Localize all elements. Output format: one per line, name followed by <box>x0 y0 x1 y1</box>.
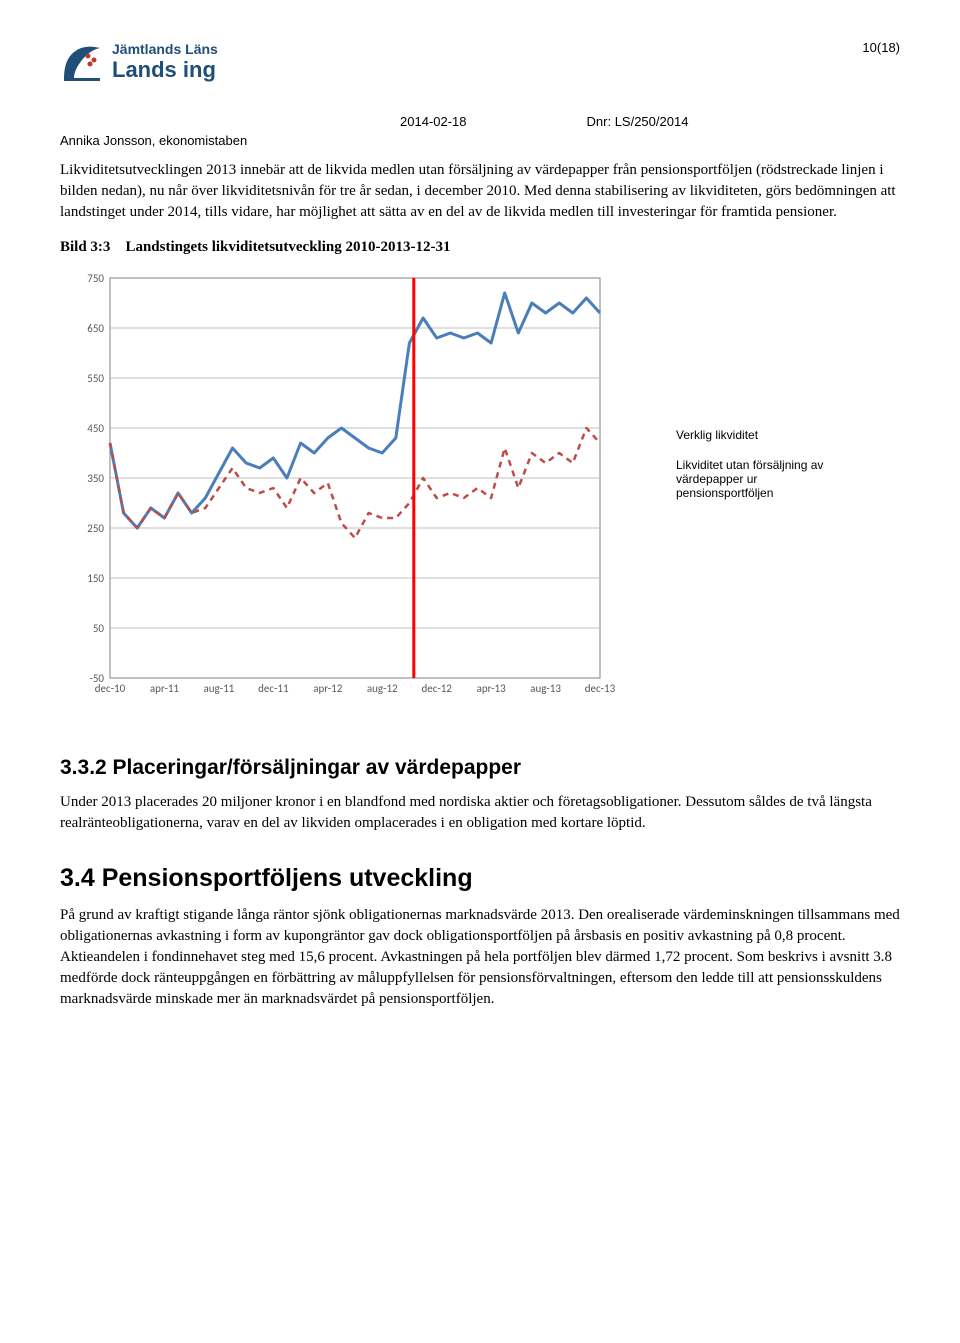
svg-text:50: 50 <box>93 622 105 635</box>
svg-text:dec-12: dec-12 <box>421 682 452 695</box>
svg-text:apr-11: apr-11 <box>150 682 180 695</box>
svg-text:450: 450 <box>87 422 104 435</box>
chart-legend: Verklig likviditet Likviditet utan försä… <box>640 428 840 516</box>
svg-text:250: 250 <box>87 522 104 535</box>
heading-3-3-2: 3.3.2 Placeringar/försäljningar av värde… <box>60 756 900 780</box>
svg-text:150: 150 <box>87 572 104 585</box>
chart-container: -5050150250350450550650750dec-10apr-11au… <box>60 268 900 728</box>
doc-date: 2014-02-18 <box>400 114 467 129</box>
paragraph-intro: Likviditetsutvecklingen 2013 innebär att… <box>60 160 900 223</box>
logo: Jämtlands Läns Lands ing <box>60 40 218 84</box>
logo-icon <box>60 40 104 84</box>
svg-text:dec-11: dec-11 <box>258 682 289 695</box>
line-chart: -5050150250350450550650750dec-10apr-11au… <box>60 268 620 728</box>
svg-text:650: 650 <box>87 322 104 335</box>
svg-text:aug-12: aug-12 <box>367 682 398 695</box>
doc-dnr: Dnr: LS/250/2014 <box>587 114 689 129</box>
page-header: Jämtlands Läns Lands ing 10(18) <box>60 40 900 84</box>
logo-line2: Lands ing <box>112 58 218 82</box>
page-number: 10(18) <box>862 40 900 55</box>
svg-text:350: 350 <box>87 472 104 485</box>
svg-text:aug-13: aug-13 <box>530 682 561 695</box>
legend-item-2: Likviditet utan försäljning av värdepapp… <box>640 458 840 500</box>
heading-3-4: 3.4 Pensionsportföljens utveckling <box>60 864 900 893</box>
legend-item-1: Verklig likviditet <box>640 428 840 442</box>
svg-text:dec-10: dec-10 <box>95 682 126 695</box>
svg-text:apr-12: apr-12 <box>313 682 343 695</box>
figure-caption: Bild 3:3 Landstingets likviditetsutveckl… <box>60 239 900 256</box>
svg-text:dec-13: dec-13 <box>585 682 616 695</box>
logo-line1: Jämtlands Läns <box>112 42 218 57</box>
paragraph-3-4: På grund av kraftigt stigande långa ränt… <box>60 905 900 1010</box>
author: Annika Jonsson, ekonomistaben <box>60 133 900 148</box>
svg-text:550: 550 <box>87 372 104 385</box>
svg-text:750: 750 <box>87 272 104 285</box>
svg-text:apr-13: apr-13 <box>477 682 507 695</box>
svg-text:aug-11: aug-11 <box>204 682 235 695</box>
header-meta: 2014-02-18 Dnr: LS/250/2014 <box>400 114 900 129</box>
paragraph-3-3-2: Under 2013 placerades 20 miljoner kronor… <box>60 792 900 834</box>
